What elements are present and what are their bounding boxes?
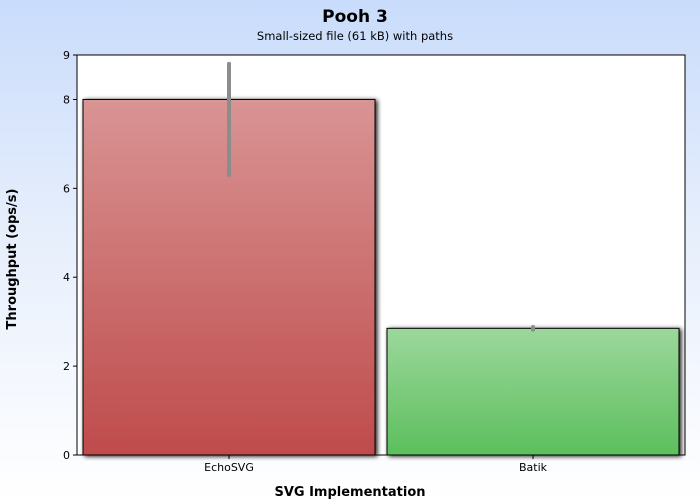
y-tick-label: 9 [63, 49, 70, 62]
y-tick-label: 4 [63, 271, 70, 284]
x-axis-title: SVG Implementation [274, 485, 425, 500]
y-tick-label: 8 [63, 93, 70, 106]
plot-frame [76, 54, 686, 456]
chart-subtitle: Small-sized file (61 kB) with paths [257, 29, 453, 43]
y-axis: 0 2 4 6 8 9 [63, 49, 77, 462]
bar-batik [386, 327, 680, 456]
error-bars-layer [227, 61, 535, 332]
y-tick-label: 2 [63, 360, 70, 373]
y-tick-label: 0 [63, 449, 70, 462]
x-axis: EchoSVG Batik [204, 455, 548, 474]
y-tick-label: 6 [63, 182, 70, 195]
y-axis-title: Throughput (ops/s) [5, 189, 20, 330]
x-tick-label-echosvg: EchoSVG [204, 461, 254, 474]
x-tick-label-batik: Batik [519, 461, 548, 474]
chart-title: Pooh 3 [322, 7, 388, 27]
